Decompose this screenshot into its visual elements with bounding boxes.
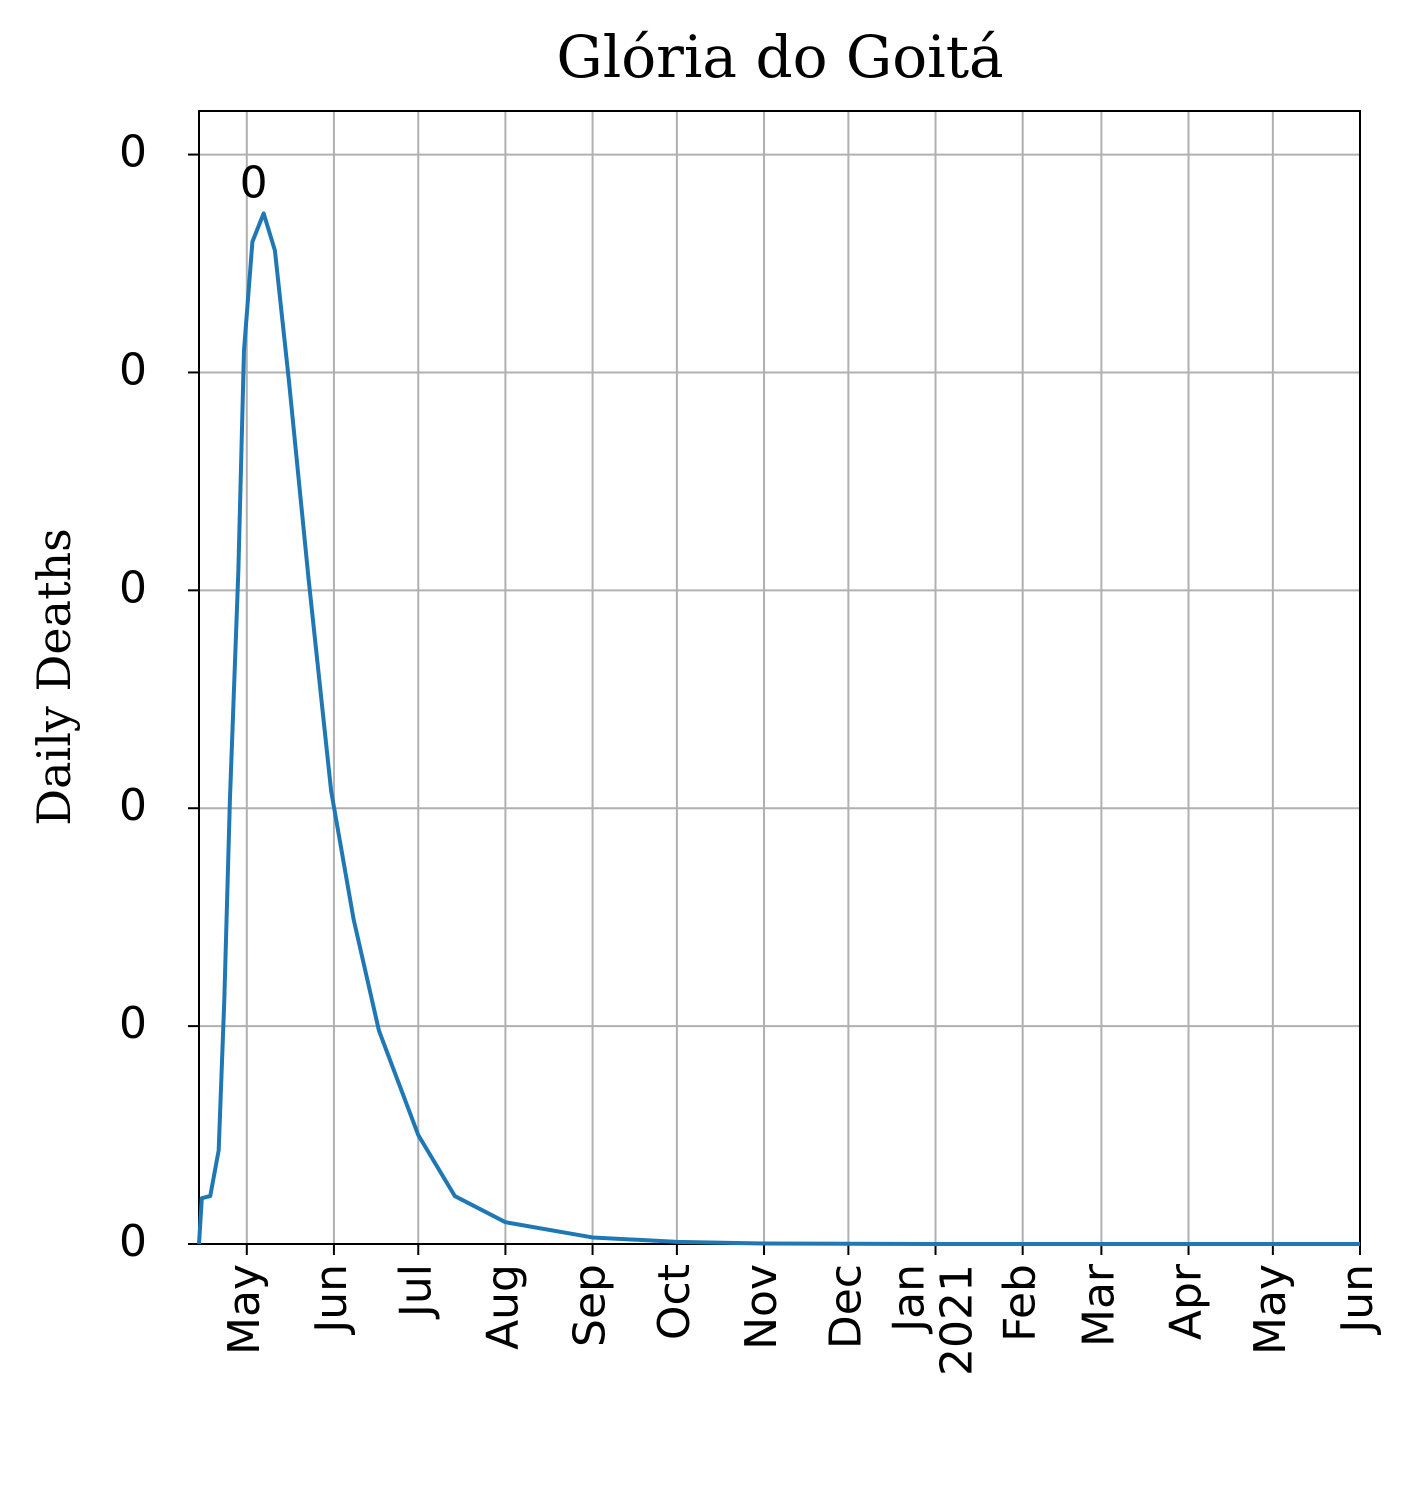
x-tick-label: Mar	[1073, 1263, 1124, 1347]
x-tick-label: Apr	[1161, 1263, 1212, 1340]
x-tick-label: May	[1245, 1264, 1296, 1355]
x-tick-label: Feb	[995, 1264, 1046, 1342]
x-tick-label: Jul	[390, 1264, 441, 1320]
y-tick-label: 0	[119, 344, 147, 395]
x-tick-label: Nov	[736, 1264, 787, 1350]
annotation: 0	[240, 157, 268, 208]
x-tick-label: Sep	[565, 1264, 616, 1347]
chart-title: Glória do Goitá	[556, 23, 1003, 91]
x-tick-label: Jun	[1332, 1264, 1383, 1336]
x-tick-label: Jun	[306, 1264, 357, 1336]
y-axis-label: Daily Deaths	[27, 528, 81, 826]
y-tick-label: 0	[119, 562, 147, 613]
x-tick-label: Jan2021	[883, 1264, 982, 1376]
x-tick-label: May	[219, 1264, 270, 1355]
x-tick-label: Aug	[477, 1264, 528, 1350]
y-tick-label: 0	[119, 127, 147, 178]
x-tick-label: Dec	[820, 1264, 871, 1349]
x-tick-label: Oct	[649, 1264, 700, 1340]
y-tick-label: 0	[119, 780, 147, 831]
y-tick-label: 0	[119, 1216, 147, 1267]
data-line	[197, 211, 1360, 1246]
y-tick-label: 0	[119, 998, 147, 1049]
